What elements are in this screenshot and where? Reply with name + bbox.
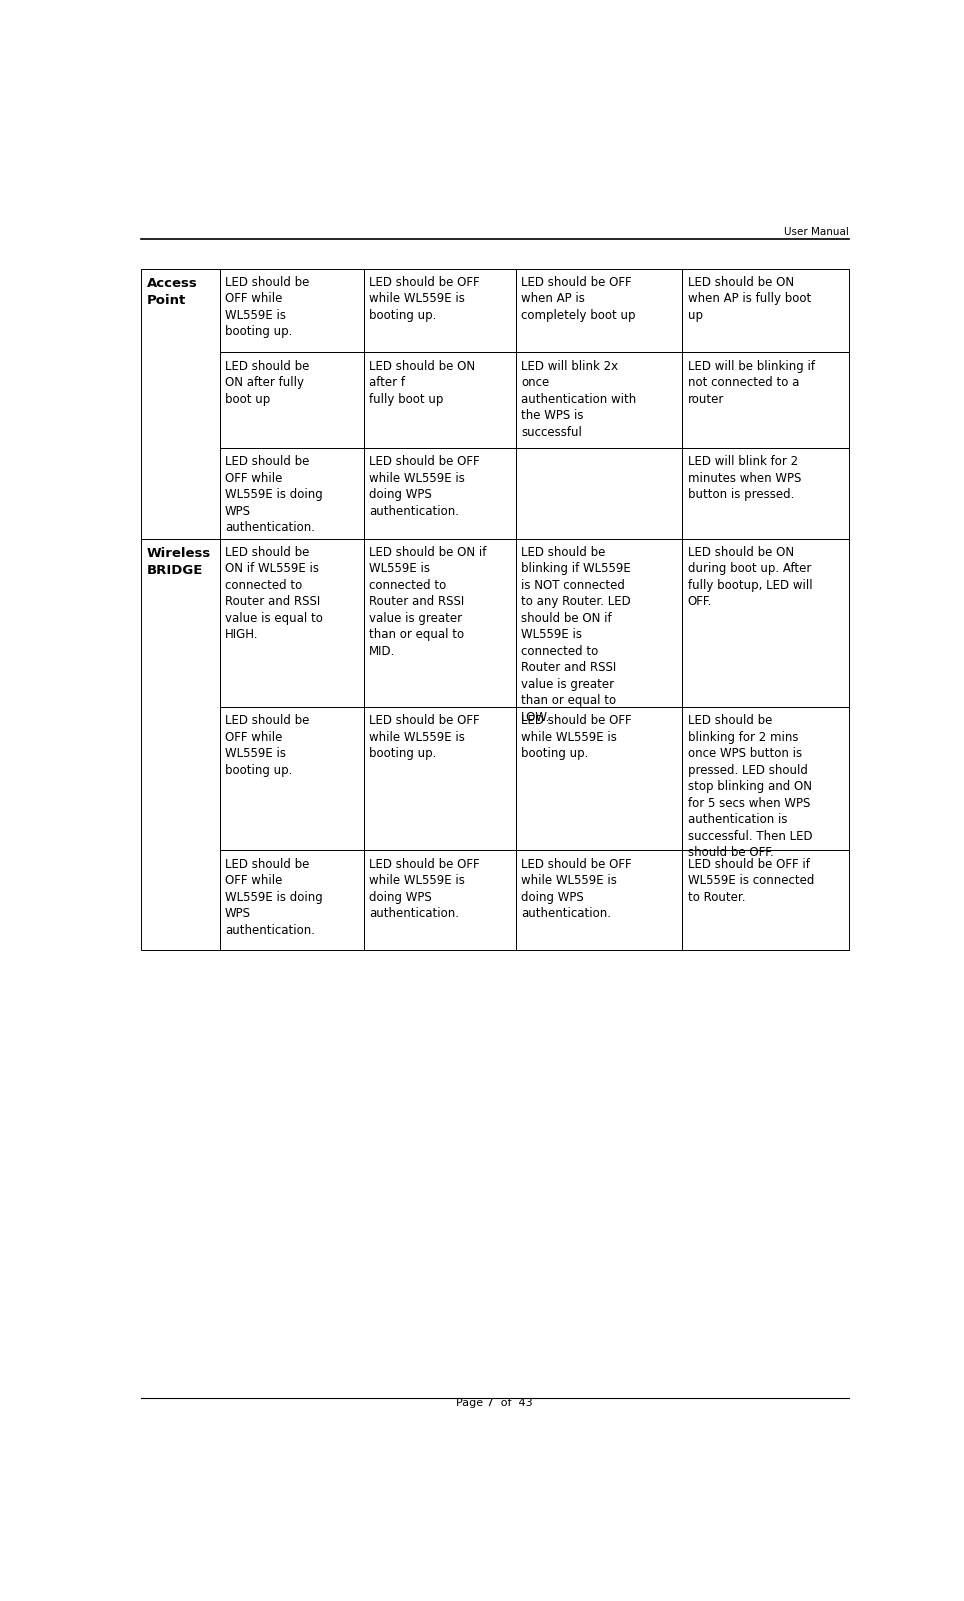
Bar: [516, 269, 683, 352]
Text: LED should be OFF if
WL559E is connected
to Router.: LED should be OFF if WL559E is connected…: [687, 858, 814, 903]
Bar: [683, 448, 849, 538]
Text: Wireless
BRIDGE: Wireless BRIDGE: [147, 548, 211, 576]
Text: LED should be
ON after fully
boot up: LED should be ON after fully boot up: [225, 360, 309, 405]
Text: LED should be OFF
while WL559E is
doing WPS
authentication.: LED should be OFF while WL559E is doing …: [522, 858, 631, 921]
Text: LED should be ON if
WL559E is
connected to
Router and RSSI
value is greater
than: LED should be ON if WL559E is connected …: [369, 546, 487, 658]
Text: LED should be OFF
when AP is
completely boot up: LED should be OFF when AP is completely …: [522, 275, 635, 322]
Text: LED should be OFF
while WL559E is
doing WPS
authentication.: LED should be OFF while WL559E is doing …: [369, 455, 480, 517]
Bar: [516, 352, 683, 448]
Bar: [364, 538, 516, 706]
Bar: [220, 706, 364, 850]
Text: LED should be OFF
while WL559E is
booting up.: LED should be OFF while WL559E is bootin…: [522, 714, 631, 760]
Text: LED should be
OFF while
WL559E is
booting up.: LED should be OFF while WL559E is bootin…: [225, 714, 309, 776]
Text: LED should be
blinking if WL559E
is NOT connected
to any Router. LED
should be O: LED should be blinking if WL559E is NOT …: [522, 546, 631, 724]
Bar: [141, 269, 220, 538]
Text: LED will blink for 2
minutes when WPS
button is pressed.: LED will blink for 2 minutes when WPS bu…: [687, 455, 801, 501]
Bar: [364, 448, 516, 538]
Text: LED will blink 2x
once
authentication with
the WPS is
successful: LED will blink 2x once authentication wi…: [522, 360, 636, 439]
Text: LED should be ON
when AP is fully boot
up: LED should be ON when AP is fully boot u…: [687, 275, 811, 322]
Bar: [364, 269, 516, 352]
Text: LED should be ON
after f
fully boot up: LED should be ON after f fully boot up: [369, 360, 475, 405]
Text: LED should be
ON if WL559E is
connected to
Router and RSSI
value is equal to
HIG: LED should be ON if WL559E is connected …: [225, 546, 323, 642]
Bar: [683, 269, 849, 352]
Text: User Manual: User Manual: [784, 227, 849, 237]
Bar: [683, 850, 849, 951]
Text: Access
Point: Access Point: [147, 277, 198, 307]
Text: LED will be blinking if
not connected to a
router: LED will be blinking if not connected to…: [687, 360, 815, 405]
Text: LED should be
OFF while
WL559E is
booting up.: LED should be OFF while WL559E is bootin…: [225, 275, 309, 338]
Bar: [364, 850, 516, 951]
Bar: [220, 448, 364, 538]
Bar: [220, 352, 364, 448]
Bar: [220, 538, 364, 706]
Text: LED should be
OFF while
WL559E is doing
WPS
authentication.: LED should be OFF while WL559E is doing …: [225, 858, 323, 937]
Bar: [364, 352, 516, 448]
Text: LED should be
OFF while
WL559E is doing
WPS
authentication.: LED should be OFF while WL559E is doing …: [225, 455, 323, 535]
Text: Page 7  of  43: Page 7 of 43: [456, 1398, 532, 1407]
Bar: [364, 706, 516, 850]
Bar: [516, 448, 683, 538]
Bar: [220, 850, 364, 951]
Text: LED should be ON
during boot up. After
fully bootup, LED will
OFF.: LED should be ON during boot up. After f…: [687, 546, 813, 608]
Text: LED should be
blinking for 2 mins
once WPS button is
pressed. LED should
stop bl: LED should be blinking for 2 mins once W…: [687, 714, 813, 860]
Text: LED should be OFF
while WL559E is
doing WPS
authentication.: LED should be OFF while WL559E is doing …: [369, 858, 480, 921]
Bar: [141, 538, 220, 951]
Bar: [683, 352, 849, 448]
Bar: [683, 538, 849, 706]
Text: LED should be OFF
while WL559E is
booting up.: LED should be OFF while WL559E is bootin…: [369, 714, 480, 760]
Bar: [683, 706, 849, 850]
Bar: [516, 706, 683, 850]
Bar: [220, 269, 364, 352]
Bar: [516, 850, 683, 951]
Text: LED should be OFF
while WL559E is
booting up.: LED should be OFF while WL559E is bootin…: [369, 275, 480, 322]
Bar: [516, 538, 683, 706]
